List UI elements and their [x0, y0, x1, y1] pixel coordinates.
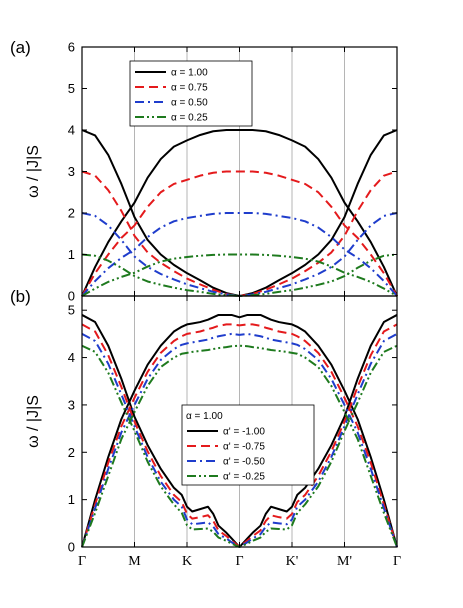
- series-line-2-branch-2: [81, 323, 398, 548]
- x-tick-label: K': [286, 554, 299, 569]
- legend-entry: α = 0.75: [171, 83, 208, 94]
- y-tick-label: 2: [68, 445, 75, 460]
- series-line-1-branch-2: [81, 313, 398, 548]
- y-tick-label: 2: [68, 206, 75, 221]
- legend: α = 1.00α' = -1.00 α' = -0.75 α' = -0.50 α'…: [181, 404, 315, 486]
- y-tick-label: 0: [68, 289, 75, 304]
- panel-a: 0 1 2 3 4 5 6 (a) ω / |J|S α = 1.00 α = 0.75 α = 0.…: [10, 38, 398, 304]
- legend-entry: α' = -1.00: [223, 427, 265, 438]
- series-line-4-branch-2: [81, 344, 398, 548]
- x-tick-label: Γ: [393, 554, 401, 569]
- y-tick-label: 6: [68, 40, 75, 55]
- series-line-4-branch-2: [81, 253, 398, 297]
- legend-entry: α = 0.25: [171, 113, 208, 124]
- x-tick-label: M: [128, 554, 141, 569]
- y-axis-label: ω / |J|S: [25, 145, 42, 198]
- y-tick-label: 4: [68, 123, 75, 138]
- series-line-3-branch-2: [81, 332, 398, 548]
- y-tick-label: 3: [68, 164, 75, 179]
- series-line-2-branch-2: [81, 170, 398, 297]
- y-tick-label: 0: [68, 540, 75, 555]
- x-tick-label: Γ: [235, 554, 243, 569]
- series-line-4-branch-1: [81, 253, 398, 297]
- panel-label: (a): [10, 38, 31, 57]
- y-tick-label: 1: [68, 492, 75, 507]
- y-tick-label: 1: [68, 247, 75, 262]
- series-line-3-branch-2: [81, 212, 398, 297]
- legend: α = 1.00 α = 0.75 α = 0.50 α = 0.25: [129, 60, 253, 127]
- legend-entry: α = 0.50: [171, 98, 208, 109]
- y-tick-label: 3: [68, 397, 75, 412]
- x-tick-label: Γ: [78, 554, 86, 569]
- legend-entry: α = 1.00: [171, 68, 208, 79]
- y-tick-label: 4: [68, 350, 75, 365]
- x-tick-label: M': [337, 554, 352, 569]
- legend-entry: α' = -0.25: [223, 472, 265, 483]
- series-line-1-branch-2: [81, 129, 398, 297]
- legend-header: α = 1.00: [186, 411, 223, 422]
- legend-entry: α' = -0.75: [223, 442, 265, 453]
- panel-label: (b): [10, 287, 31, 306]
- y-tick-label: 5: [68, 303, 75, 318]
- y-axis-label: ω / |J|S: [25, 395, 42, 448]
- x-tick-label: K: [182, 554, 192, 569]
- y-tick-label: 5: [68, 81, 75, 96]
- legend-entry: α' = -0.50: [223, 457, 265, 468]
